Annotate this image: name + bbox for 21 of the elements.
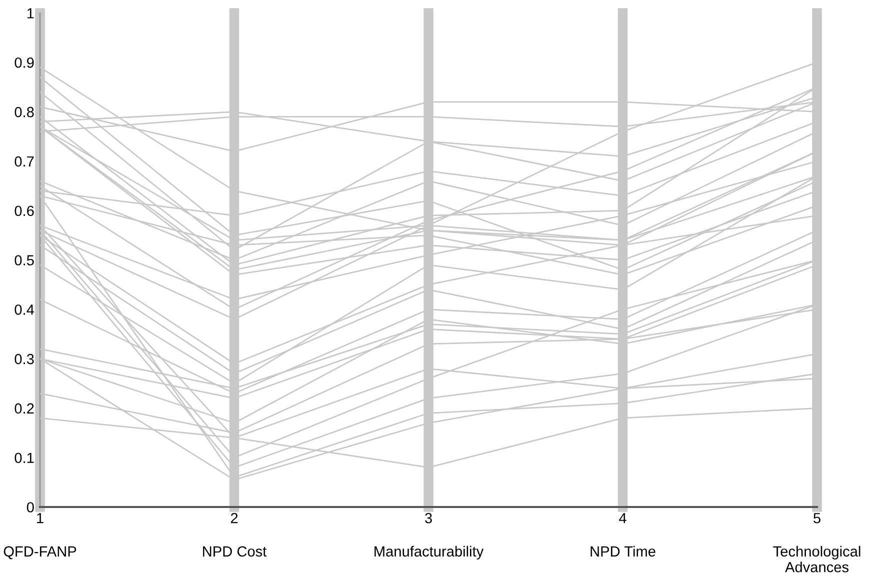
x-tick-label: 3 xyxy=(425,512,432,524)
text: QFD-FANP xyxy=(4,546,76,560)
y-tick-label: 1 xyxy=(27,8,34,18)
y-tick-label: 0.9 xyxy=(14,58,34,68)
y-tick-label: 0.4 xyxy=(14,304,34,315)
x-tick-label: 1 xyxy=(37,513,44,524)
y-tick-label: 0.8 xyxy=(14,106,34,118)
text: NPD Cost xyxy=(203,546,267,557)
y-tick-label: 0 xyxy=(26,502,34,512)
x-tick-label: 5 xyxy=(814,513,820,524)
text: Manufacturability xyxy=(374,546,484,560)
y-tick-label: 0.1 xyxy=(14,452,34,464)
text: NPD Time xyxy=(590,546,656,557)
text: Technological Advances xyxy=(773,546,860,572)
y-tick-label: 0.6 xyxy=(14,206,34,216)
y-tick-label: 0.7 xyxy=(14,156,34,167)
y-tick-label: 0.3 xyxy=(14,354,34,364)
y-tick-label: 0.5 xyxy=(14,255,34,266)
x-tick-label: 4 xyxy=(619,513,626,524)
x-tick-label: 2 xyxy=(230,512,238,524)
y-tick-label: 0.2 xyxy=(14,403,34,414)
